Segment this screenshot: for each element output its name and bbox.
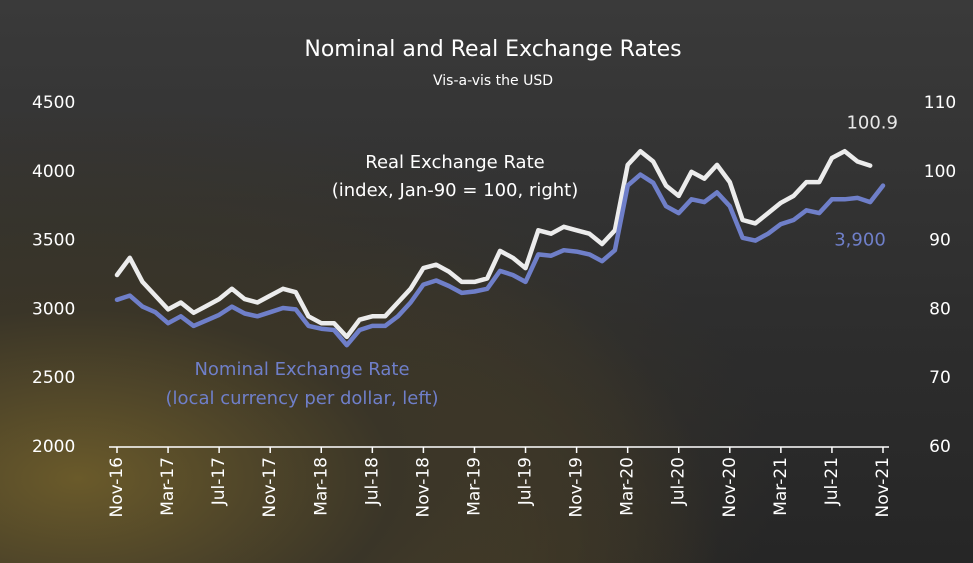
- x-tick-label: Nov-21: [873, 457, 893, 518]
- y-tick-label: 2000: [32, 437, 75, 457]
- y2-tick-label: 60: [929, 437, 951, 457]
- x-tick-label: Jul-18: [362, 457, 382, 506]
- x-tick-label: Nov-19: [567, 457, 587, 518]
- y-tick-label: 3500: [32, 231, 75, 251]
- x-tick-label: Mar-19: [464, 457, 484, 516]
- x-tick-label: Jul-21: [822, 457, 842, 506]
- x-tick-label: Jul-20: [669, 457, 689, 506]
- y-tick-label: 3000: [32, 299, 75, 319]
- legend-note: (local currency per dollar, left): [166, 388, 439, 409]
- x-tick-label: Jul-19: [516, 457, 536, 506]
- x-tick-label: Mar-20: [618, 457, 638, 516]
- y2-tick-label: 70: [929, 368, 951, 388]
- x-tick-label: Mar-17: [158, 457, 178, 516]
- x-tick-label: Nov-18: [413, 457, 433, 518]
- y-tick-label: 2500: [32, 368, 75, 388]
- y2-tick-label: 100: [924, 162, 956, 182]
- x-tick-label: Nov-16: [107, 457, 127, 518]
- y2-tick-label: 90: [929, 231, 951, 251]
- data-label: 3,900: [834, 230, 886, 251]
- y2-tick-label: 80: [929, 299, 951, 319]
- x-tick-label: Mar-21: [771, 457, 791, 516]
- y-tick-label: 4000: [32, 162, 75, 182]
- y-tick-label: 4500: [32, 93, 75, 113]
- x-tick-label: Jul-17: [209, 457, 229, 506]
- chart: Nominal and Real Exchange Rates Vis-a-vi…: [0, 0, 973, 563]
- x-tick-label: Nov-20: [720, 457, 740, 518]
- x-tick-label: Nov-17: [260, 457, 280, 518]
- legend-label: Nominal Exchange Rate: [194, 359, 409, 380]
- chart-subtitle: Vis-a-vis the USD: [433, 73, 553, 89]
- y2-tick-label: 110: [924, 93, 956, 113]
- data-label: 100.9: [846, 113, 898, 134]
- legend-label: Real Exchange Rate: [365, 152, 544, 173]
- x-tick-label: Mar-18: [311, 457, 331, 516]
- chart-title: Nominal and Real Exchange Rates: [304, 37, 681, 62]
- legend-note: (index, Jan-90 = 100, right): [332, 180, 579, 201]
